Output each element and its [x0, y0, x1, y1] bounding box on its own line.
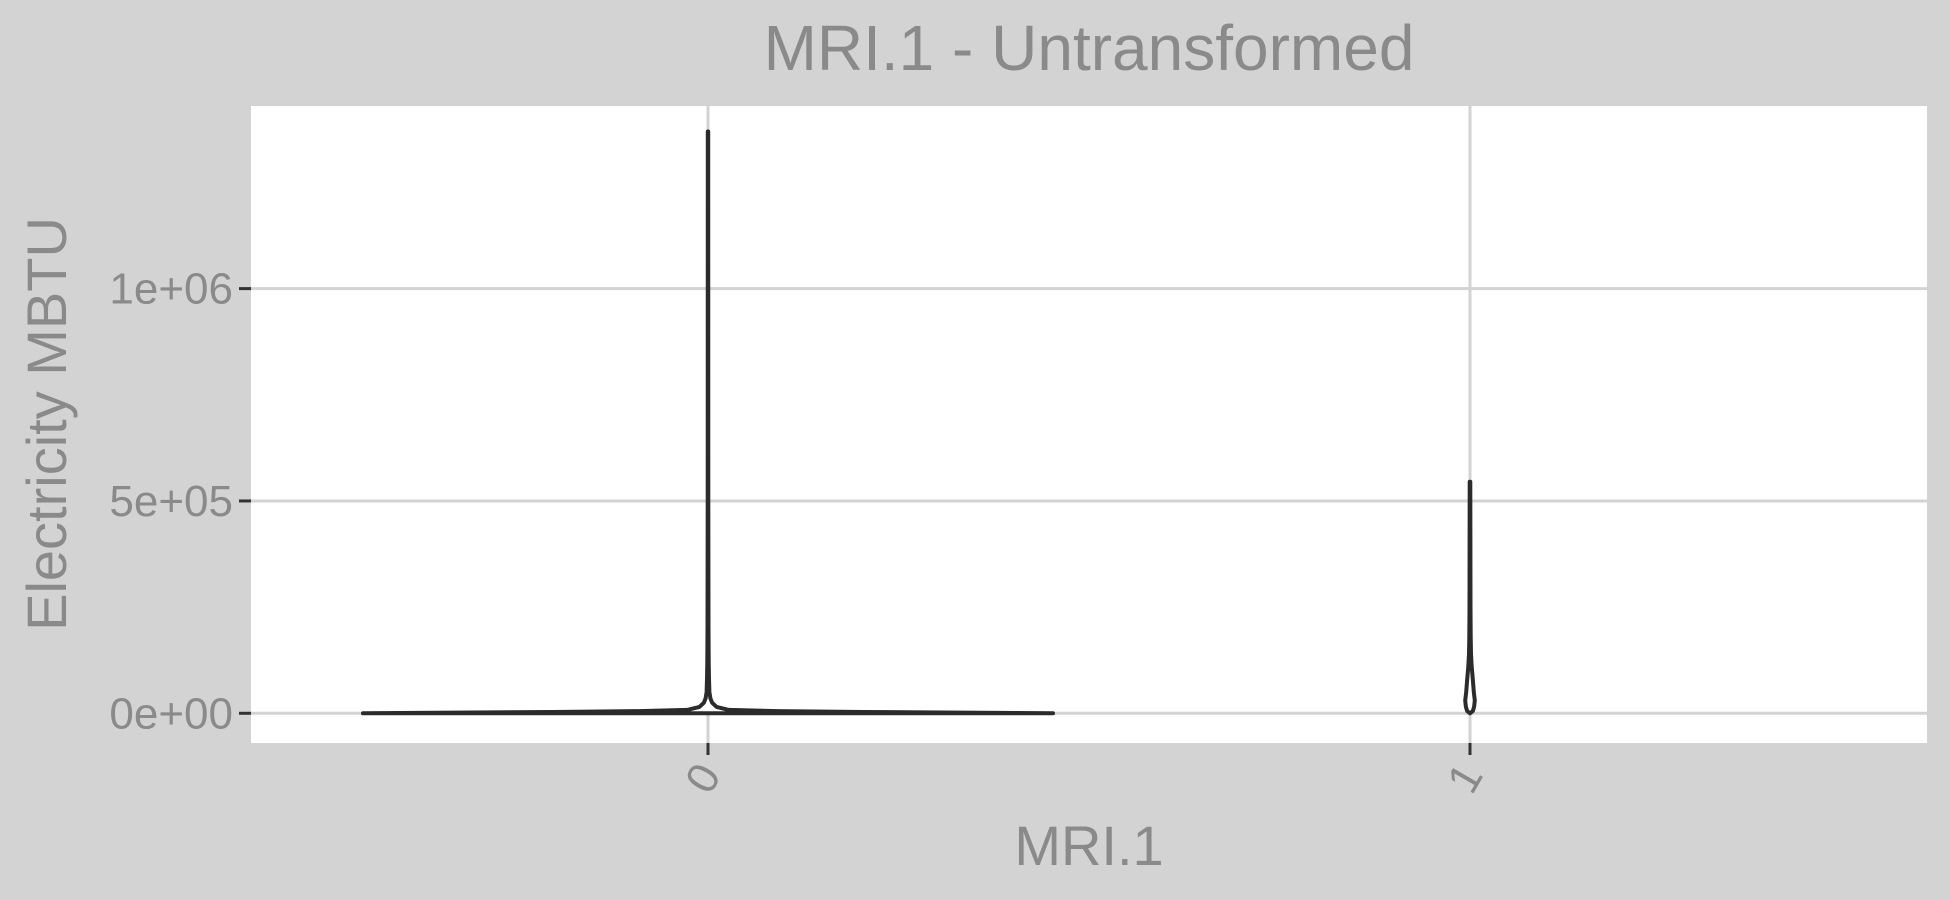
y-tick-label-0: 0e+00 [109, 689, 233, 738]
y-axis-title: Electricity MBTU [15, 217, 78, 631]
violin-1 [1463, 479, 1477, 716]
chart-title: MRI.1 - Untransformed [764, 12, 1415, 84]
violins [361, 129, 1477, 716]
y-axis: 0e+00 5e+05 1e+06 [109, 265, 251, 738]
plot-panel [251, 106, 1927, 743]
y-tick-label-1: 5e+05 [109, 477, 233, 526]
violin-0 [361, 129, 1055, 716]
x-axis-title: MRI.1 [1014, 814, 1163, 877]
y-tick-label-2: 1e+06 [109, 265, 233, 314]
